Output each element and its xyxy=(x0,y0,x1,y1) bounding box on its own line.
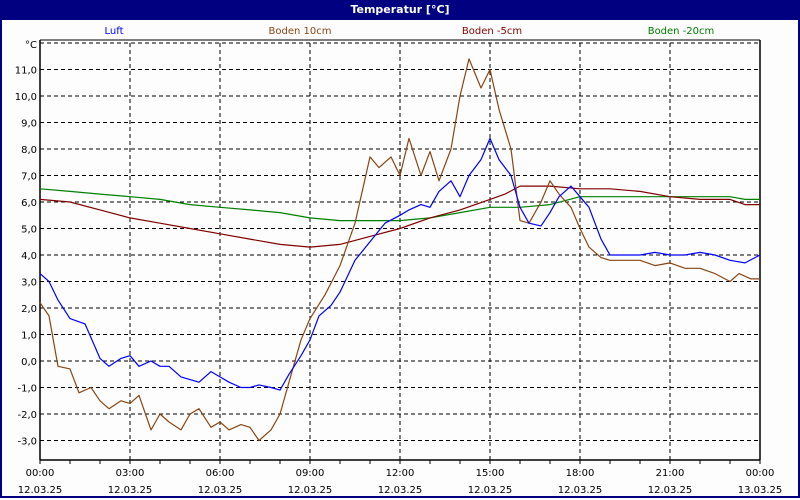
y-tick-label: 6,0 xyxy=(21,198,37,209)
legend-item-boden-20cm: Boden -20cm xyxy=(648,26,715,37)
y-tick-label: 11,0 xyxy=(15,66,37,77)
x-tick-date: 12.03.25 xyxy=(108,485,153,496)
x-tick-time: 06:00 xyxy=(206,468,235,479)
legend: Luft Boden 10cm Boden -5cm Boden -20cm xyxy=(105,26,715,37)
y-tick-label: 5,0 xyxy=(21,225,37,236)
y-tick-label: 1,0 xyxy=(21,331,37,342)
series-line-boden-10cm xyxy=(39,58,760,442)
x-tick-date: 12.03.25 xyxy=(288,485,333,496)
x-tick-time: 21:00 xyxy=(656,468,685,479)
y-tick-label: 9,0 xyxy=(21,119,37,130)
x-tick-time: 00:00 xyxy=(26,468,55,479)
x-tick-date: 13.03.25 xyxy=(738,485,783,496)
y-tick-label: 10,0 xyxy=(15,92,37,103)
y-tick-label: -2,0 xyxy=(17,410,37,421)
x-tick-time: 15:00 xyxy=(476,468,505,479)
grid-lines xyxy=(40,42,760,460)
y-tick-label: 0,0 xyxy=(21,357,37,368)
y-tick-label: 8,0 xyxy=(21,145,37,156)
legend-item-boden-10cm: Boden 10cm xyxy=(269,26,332,37)
x-tick-time: 12:00 xyxy=(386,468,415,479)
y-tick-label: -1,0 xyxy=(17,384,37,395)
y-tick-label: -3,0 xyxy=(17,437,37,448)
y-unit-label: °C xyxy=(25,40,37,51)
x-tick-date: 12.03.25 xyxy=(468,485,513,496)
series-line-boden-20cm xyxy=(39,188,760,222)
legend-item-boden-5cm: Boden -5cm xyxy=(462,26,522,37)
y-tick-label: 3,0 xyxy=(21,278,37,289)
y-tick-label: 2,0 xyxy=(21,304,37,315)
chart-title: Temperatur [°C] xyxy=(0,0,800,20)
legend-item-luft: Luft xyxy=(105,26,124,37)
x-tick-date: 12.03.25 xyxy=(648,485,693,496)
x-tick-date: 12.03.25 xyxy=(198,485,243,496)
y-tick-label: 7,0 xyxy=(21,172,37,183)
x-tick-time: 18:00 xyxy=(566,468,595,479)
series-line-luft xyxy=(39,137,761,391)
x-tick-date: 12.03.25 xyxy=(558,485,603,496)
series-line-boden-5cm xyxy=(39,185,760,248)
x-tick-date: 12.03.25 xyxy=(378,485,423,496)
x-tick-time: 09:00 xyxy=(296,468,325,479)
x-tick-time: 00:00 xyxy=(746,468,775,479)
y-tick-label: 4,0 xyxy=(21,251,37,262)
x-tick-time: 03:00 xyxy=(116,468,145,479)
x-tick-date: 12.03.25 xyxy=(18,485,63,496)
axes: °C 11,0 10,0 9,0 8,0 7,0 6,0 5,0 4,0 3,0 2,0 1,0 0,0… xyxy=(15,39,783,496)
data-series xyxy=(39,58,761,442)
